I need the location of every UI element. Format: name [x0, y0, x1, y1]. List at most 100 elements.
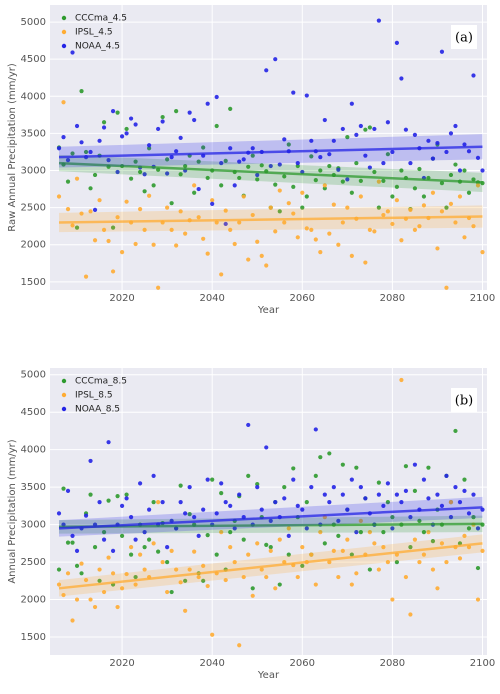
data-point [264, 445, 269, 450]
data-point [372, 541, 377, 546]
data-point [61, 100, 66, 105]
data-point [101, 537, 107, 542]
data-point [340, 548, 345, 553]
data-point [219, 481, 224, 486]
data-point [250, 212, 255, 218]
data-point [201, 578, 206, 583]
data-point [340, 492, 345, 497]
data-point [304, 526, 309, 531]
data-point [223, 208, 228, 213]
data-point [205, 583, 210, 589]
data-point [228, 503, 233, 508]
legend-label: IPSL_4.5 [75, 28, 113, 38]
data-point [70, 533, 75, 538]
data-point [201, 145, 206, 150]
data-point [124, 571, 129, 577]
data-point [390, 194, 395, 199]
data-point [444, 473, 449, 479]
data-point [97, 567, 102, 572]
data-point [65, 158, 71, 163]
data-point [237, 159, 242, 164]
data-point [264, 542, 269, 547]
data-point [358, 518, 363, 523]
data-point [390, 149, 395, 155]
data-point [151, 242, 156, 247]
data-point [138, 552, 143, 557]
data-point [178, 580, 183, 585]
data-point [282, 220, 287, 225]
data-point [471, 177, 476, 182]
data-point [250, 586, 255, 591]
data-point [165, 205, 170, 210]
data-point [214, 552, 219, 557]
data-point [322, 186, 327, 191]
data-point [282, 496, 287, 501]
data-point [169, 227, 174, 232]
data-point [169, 548, 174, 553]
data-point [237, 220, 242, 225]
data-point [282, 174, 287, 179]
data-point [83, 577, 89, 583]
data-point [210, 477, 215, 482]
data-point [466, 511, 472, 516]
data-point [439, 49, 445, 54]
data-point [358, 194, 363, 199]
data-point [327, 152, 332, 157]
data-point [268, 518, 273, 523]
data-point [385, 481, 390, 486]
data-point [417, 166, 422, 172]
data-point [462, 533, 467, 538]
data-point [106, 440, 111, 445]
data-point [246, 473, 251, 479]
data-point [345, 177, 350, 182]
data-point [457, 194, 463, 199]
x-tick-label: 2100 [470, 293, 495, 304]
x-axis-label: Year [257, 305, 280, 316]
data-point [241, 194, 246, 199]
data-point [124, 199, 129, 204]
data-point [340, 126, 345, 132]
data-point [142, 544, 147, 550]
data-point [394, 184, 399, 189]
data-point [426, 496, 431, 501]
data-point [475, 155, 481, 160]
data-point [264, 574, 269, 580]
data-point [219, 272, 224, 277]
legend-label: CCCma_4.5 [75, 14, 127, 24]
data-point [165, 559, 170, 565]
data-point [88, 492, 93, 497]
data-point [214, 511, 219, 516]
data-point [110, 269, 116, 274]
data-point [92, 544, 98, 550]
data-point [327, 163, 332, 169]
y-axis-label: Annual Precipitation (mm/yr) [7, 439, 18, 583]
data-point [83, 149, 89, 155]
data-point [255, 177, 260, 182]
data-point [110, 548, 116, 553]
data-point [214, 94, 219, 100]
data-point [376, 567, 381, 572]
data-point [304, 226, 309, 231]
y-tick-label: 5000 [21, 370, 46, 381]
data-point [462, 168, 467, 173]
data-point [358, 178, 363, 183]
legend-label: CCCma_8.5 [75, 377, 127, 387]
data-point [165, 171, 170, 176]
x-tick-label: 2100 [470, 658, 495, 669]
data-point [354, 530, 359, 535]
y-tick-label: 5000 [21, 17, 46, 28]
x-tick-label: 2080 [380, 658, 405, 669]
legend-label: NOAA_4.5 [75, 42, 120, 52]
data-point [403, 488, 409, 493]
data-point [403, 574, 409, 580]
data-point [475, 183, 481, 188]
data-point [228, 227, 233, 232]
annotation: (a) [455, 31, 473, 46]
data-point [309, 154, 314, 159]
data-point [228, 530, 233, 535]
data-point [61, 486, 66, 491]
data-point [336, 167, 341, 172]
trend-line [58, 215, 483, 224]
data-point [471, 73, 476, 78]
data-point [97, 138, 102, 143]
